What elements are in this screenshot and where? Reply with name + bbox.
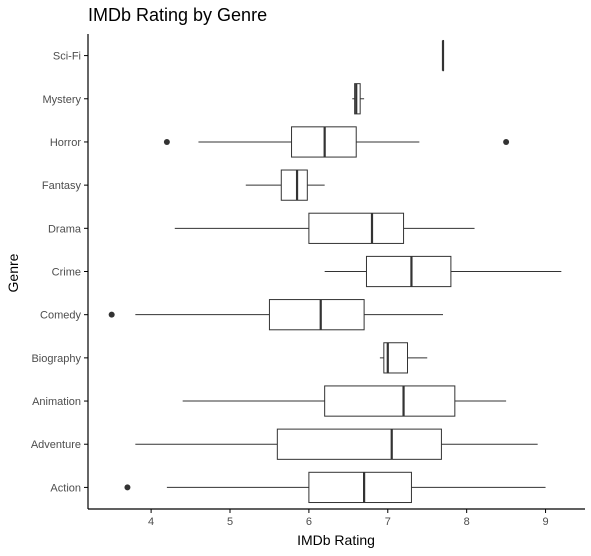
x-tick-label: 4 bbox=[148, 516, 154, 528]
box-action bbox=[308, 471, 412, 504]
y-tick-label: Comedy bbox=[40, 310, 81, 322]
x-tick-label: 5 bbox=[227, 516, 233, 528]
y-tick-label: Sci-Fi bbox=[53, 51, 81, 63]
x-tick-label: 6 bbox=[306, 516, 312, 528]
outlier-horror bbox=[163, 138, 170, 145]
y-tick-label: Biography bbox=[31, 353, 81, 365]
y-axis-title: Genre bbox=[5, 253, 21, 292]
outlier-horror bbox=[503, 138, 510, 145]
box-drama bbox=[308, 212, 405, 244]
box-mystery bbox=[354, 83, 361, 115]
x-tick-label: 9 bbox=[542, 516, 548, 528]
box-comedy bbox=[268, 299, 365, 331]
outlier-action bbox=[124, 484, 131, 491]
box-adventure bbox=[276, 428, 442, 460]
y-tick-label: Action bbox=[50, 482, 81, 494]
y-tick-label: Drama bbox=[48, 223, 82, 235]
y-tick-label: Mystery bbox=[43, 94, 82, 106]
box-crime bbox=[365, 255, 452, 288]
y-tick-label: Horror bbox=[50, 137, 82, 149]
y-tick-label: Adventure bbox=[31, 439, 81, 451]
y-tick-label: Crime bbox=[52, 267, 81, 279]
chart-title: IMDb Rating by Genre bbox=[88, 5, 267, 25]
box-biography bbox=[383, 342, 409, 374]
x-axis-title: IMDb Rating bbox=[297, 532, 375, 548]
y-tick-label: Fantasy bbox=[42, 180, 82, 192]
box-animation bbox=[324, 385, 456, 417]
plot-panel: 4 5 6 7 8 9 Action Adventure Animation Biography C… bbox=[31, 34, 585, 528]
outlier-comedy bbox=[108, 311, 115, 318]
y-tick-label: Animation bbox=[32, 396, 81, 408]
x-tick-label: 7 bbox=[385, 516, 391, 528]
box-fantasy bbox=[280, 169, 308, 201]
x-tick-label: 8 bbox=[464, 516, 470, 528]
